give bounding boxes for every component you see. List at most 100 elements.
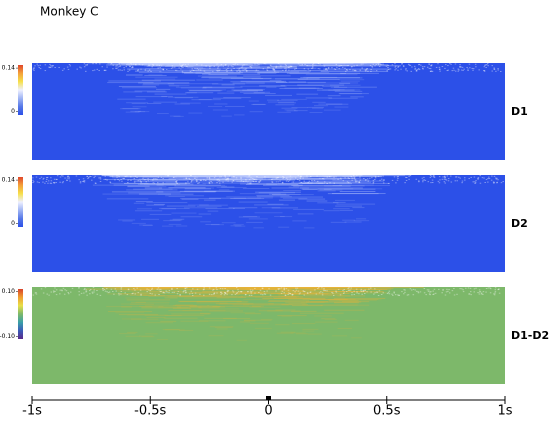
speck	[96, 293, 99, 295]
speck	[236, 63, 239, 65]
speck	[115, 290, 117, 292]
streak	[202, 290, 291, 292]
speck	[361, 67, 363, 69]
speck	[268, 288, 270, 290]
speck	[277, 176, 279, 178]
speck	[250, 294, 253, 296]
speck	[104, 178, 107, 180]
streak	[271, 178, 342, 180]
speck	[213, 177, 216, 179]
streak	[303, 76, 338, 78]
speck	[444, 67, 446, 69]
speck	[224, 175, 226, 177]
streak	[272, 193, 301, 195]
speck	[306, 292, 309, 294]
streak	[163, 220, 181, 222]
speck	[54, 66, 56, 68]
speck	[407, 63, 410, 65]
speck	[375, 70, 378, 72]
speck	[105, 69, 107, 71]
speck	[392, 294, 394, 296]
streak	[307, 82, 359, 84]
streak	[295, 333, 308, 335]
streak	[284, 87, 316, 89]
streak	[209, 287, 282, 289]
streak	[118, 292, 187, 294]
streak	[223, 318, 251, 320]
speck	[231, 290, 234, 292]
speck	[321, 292, 324, 294]
streak	[120, 176, 214, 178]
speck	[146, 288, 148, 290]
speck	[76, 68, 78, 70]
speck	[455, 176, 458, 178]
speck	[454, 180, 457, 182]
speck	[49, 66, 52, 68]
streak	[275, 104, 295, 106]
speck	[401, 63, 403, 65]
speck	[284, 70, 287, 72]
streak	[314, 315, 332, 317]
speck	[66, 177, 69, 179]
speck	[66, 66, 69, 68]
speck	[147, 180, 150, 182]
heatmap	[32, 175, 505, 272]
streak	[134, 210, 163, 212]
streak	[168, 310, 202, 312]
streak	[146, 317, 166, 319]
streak	[343, 64, 363, 66]
streak	[198, 99, 212, 101]
streak	[236, 293, 255, 295]
speck	[196, 67, 198, 69]
speck	[403, 289, 405, 291]
streak	[184, 188, 211, 190]
speck	[280, 292, 283, 294]
speck	[132, 292, 134, 294]
speck	[217, 178, 220, 180]
speck	[351, 66, 353, 68]
speck	[133, 178, 136, 180]
speck	[215, 63, 218, 65]
speck	[275, 177, 278, 179]
speck	[132, 63, 135, 65]
streak	[178, 178, 239, 180]
streak	[161, 208, 176, 210]
speck	[317, 180, 319, 182]
speck	[397, 177, 399, 179]
speck	[119, 65, 121, 67]
streak	[279, 63, 331, 65]
speck	[362, 290, 364, 292]
streak	[277, 183, 313, 185]
streak	[315, 182, 362, 184]
speck	[212, 70, 214, 72]
speck	[321, 294, 324, 296]
streak	[284, 178, 321, 180]
speck	[484, 64, 486, 66]
speck	[412, 288, 415, 290]
speck	[374, 176, 377, 178]
speck	[366, 68, 368, 70]
streak	[222, 67, 282, 69]
speck	[378, 65, 381, 67]
speck	[321, 287, 323, 289]
speck	[453, 287, 455, 289]
streak	[168, 187, 206, 189]
speck	[218, 70, 221, 72]
speck	[422, 68, 424, 70]
streak	[149, 290, 170, 292]
speck	[138, 63, 141, 65]
streak	[121, 64, 147, 66]
speck	[179, 294, 181, 296]
streak	[302, 188, 332, 190]
speck	[230, 69, 233, 71]
speck	[134, 289, 136, 291]
speck	[485, 179, 488, 181]
streak	[146, 202, 188, 204]
speck	[377, 64, 380, 66]
streak	[147, 65, 223, 67]
speck	[232, 66, 234, 68]
speck	[86, 63, 89, 65]
streak	[278, 102, 296, 104]
streak	[131, 289, 152, 291]
speck	[119, 65, 122, 67]
